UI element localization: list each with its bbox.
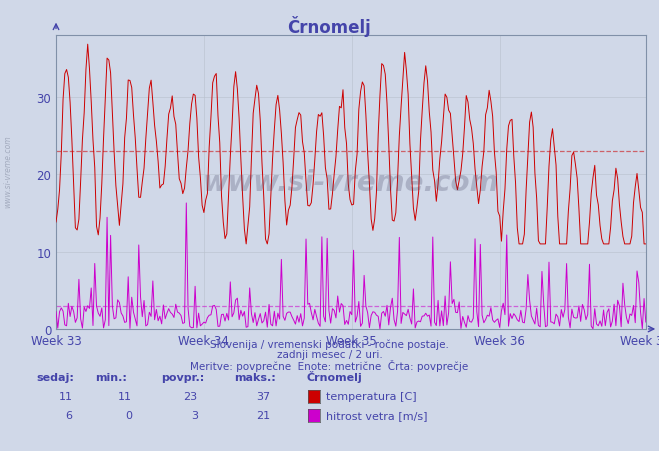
Text: Meritve: povprečne  Enote: metrične  Črta: povprečje: Meritve: povprečne Enote: metrične Črta:… (190, 359, 469, 371)
Text: 0: 0 (125, 410, 132, 420)
Text: maks.:: maks.: (234, 372, 275, 382)
Text: Črnomelj: Črnomelj (306, 370, 362, 382)
Text: zadnji mesec / 2 uri.: zadnji mesec / 2 uri. (277, 349, 382, 359)
Text: Slovenija / vremenski podatki - ročne postaje.: Slovenija / vremenski podatki - ročne po… (210, 339, 449, 350)
Text: 3: 3 (190, 410, 198, 420)
Text: temperatura [C]: temperatura [C] (326, 391, 416, 401)
Text: sedaj:: sedaj: (36, 372, 74, 382)
Text: povpr.:: povpr.: (161, 372, 205, 382)
Text: min.:: min.: (96, 372, 127, 382)
Text: 6: 6 (65, 410, 72, 420)
Text: 11: 11 (59, 391, 72, 401)
Text: 23: 23 (184, 391, 198, 401)
Text: Črnomelj: Črnomelj (287, 16, 372, 37)
Text: www.si-vreme.com: www.si-vreme.com (3, 135, 13, 207)
Text: 11: 11 (118, 391, 132, 401)
Text: 21: 21 (256, 410, 270, 420)
Text: hitrost vetra [m/s]: hitrost vetra [m/s] (326, 410, 427, 420)
Text: www.si-vreme.com: www.si-vreme.com (203, 169, 499, 197)
Text: 37: 37 (256, 391, 270, 401)
